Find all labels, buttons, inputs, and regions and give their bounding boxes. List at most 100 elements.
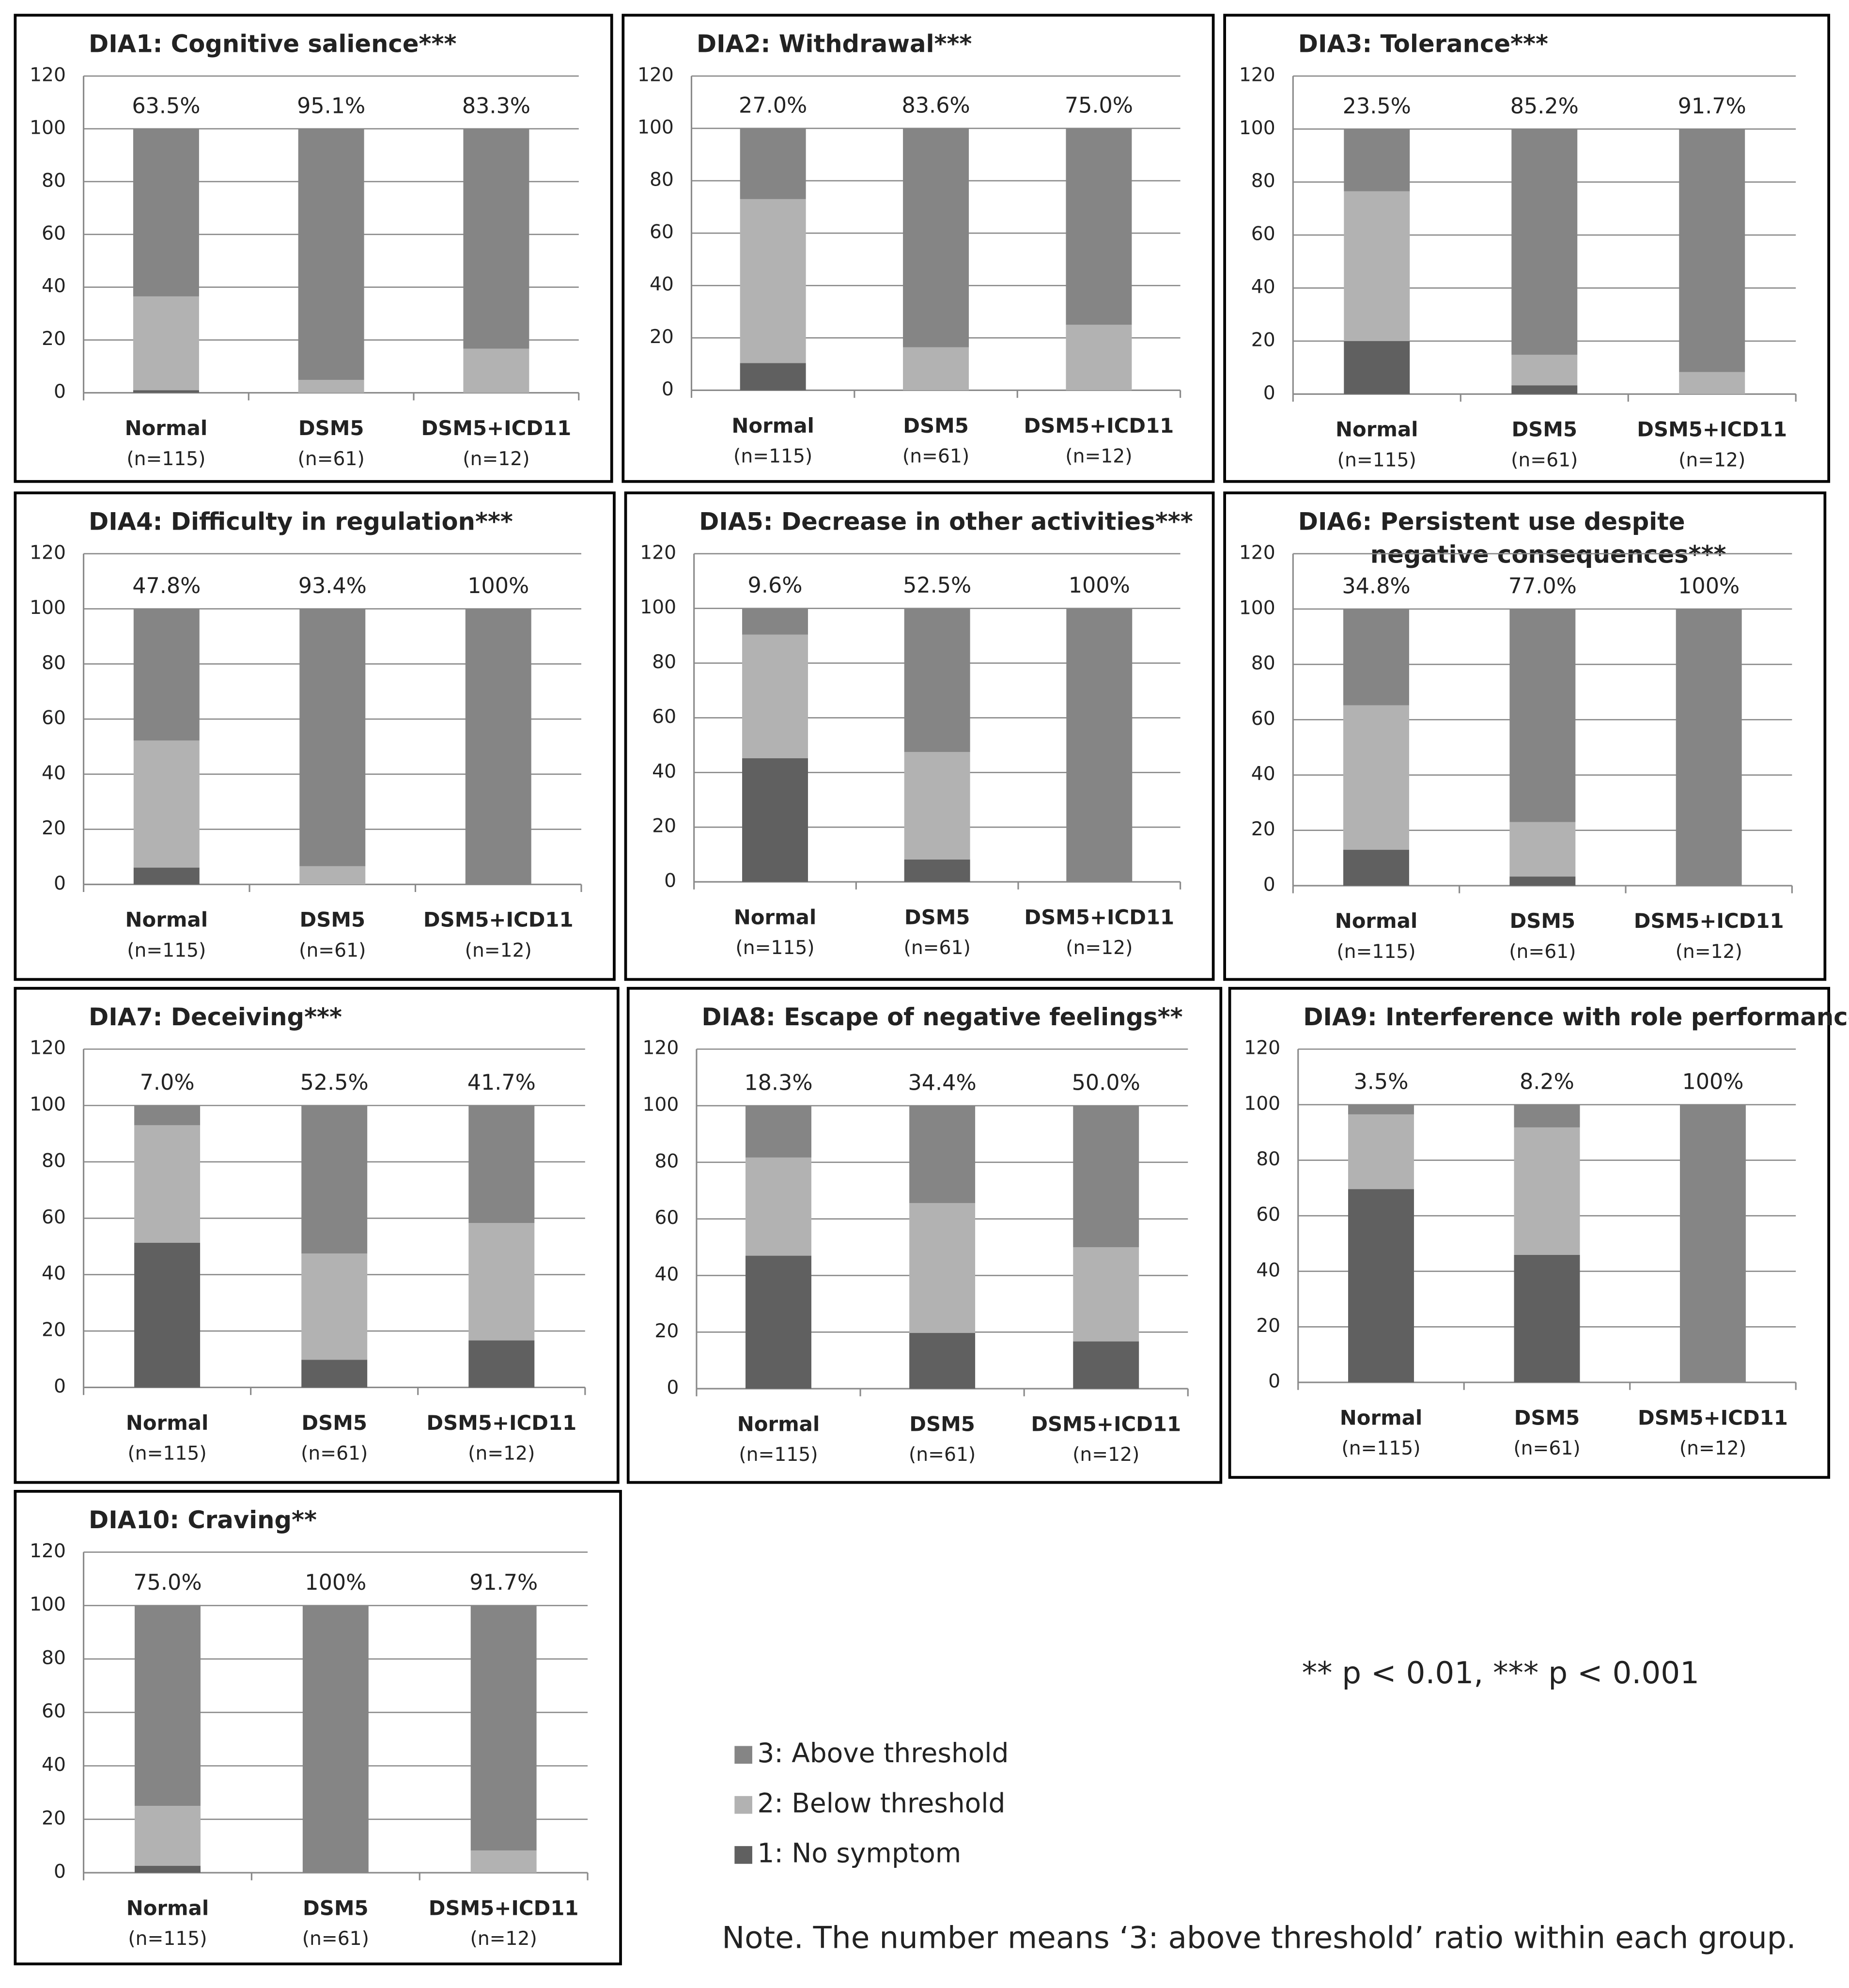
value-label: 83.6% — [901, 94, 970, 118]
value-label: 47.8% — [132, 574, 201, 598]
y-tick-label: 100 — [640, 596, 676, 618]
bar-segment — [299, 866, 366, 885]
bar-segment — [909, 1106, 976, 1203]
bar-segment — [1509, 822, 1576, 877]
x-tick-label: DSM5+ICD11 — [1637, 418, 1787, 441]
y-tick-label: 0 — [1263, 382, 1275, 404]
value-label: 18.3% — [744, 1071, 812, 1096]
value-label: 100% — [467, 574, 529, 598]
legend-label: 2: Below threshold — [757, 1787, 1005, 1818]
bar-segment — [746, 1255, 811, 1389]
x-tick-label: DSM5 — [1511, 418, 1577, 441]
value-label: 91.7% — [469, 1570, 538, 1595]
group-size-label: (n=61) — [299, 939, 366, 961]
value-label: 77.0% — [1508, 574, 1577, 599]
bar-segment — [1679, 1104, 1746, 1383]
x-tick-label: DSM5 — [301, 1411, 367, 1435]
panel-frame — [14, 986, 620, 1484]
y-tick-label: 0 — [1268, 1371, 1280, 1393]
y-tick-label: 80 — [42, 652, 66, 674]
bar-segment — [1679, 129, 1745, 372]
y-tick-label: 120 — [1239, 64, 1275, 86]
x-tick-label: Normal — [1335, 909, 1418, 933]
value-label: 41.7% — [467, 1070, 536, 1095]
y-tick-label: 40 — [1256, 1259, 1280, 1281]
group-size-label: (n=61) — [302, 1928, 369, 1950]
y-tick-label: 100 — [1239, 597, 1275, 619]
value-label: 95.1% — [297, 94, 365, 118]
value-label: 75.0% — [133, 1570, 202, 1595]
y-tick-label: 20 — [42, 1319, 66, 1341]
bar-segment — [742, 634, 808, 758]
value-label: 3.5% — [1354, 1069, 1409, 1094]
bar-segment — [1514, 1254, 1580, 1383]
y-tick-label: 0 — [54, 381, 66, 403]
group-size-label: (n=12) — [465, 939, 532, 961]
x-tick-label: DSM5 — [903, 414, 969, 438]
bar-segment — [909, 1203, 976, 1333]
legend-label: 1: No symptom — [757, 1838, 961, 1869]
bar-segment — [1679, 372, 1745, 394]
y-tick-label: 0 — [54, 873, 66, 894]
y-tick-label: 60 — [42, 1206, 66, 1228]
value-label: 93.4% — [298, 574, 367, 598]
y-tick-label: 60 — [1251, 223, 1275, 245]
x-tick-label: DSM5 — [1514, 1406, 1580, 1429]
y-tick-label: 120 — [30, 64, 66, 86]
bar-segment — [470, 1605, 537, 1851]
group-size-label: (n=61) — [1509, 941, 1576, 963]
x-tick-label: Normal — [1336, 418, 1418, 441]
group-size-label: (n=115) — [1341, 1438, 1420, 1459]
y-tick-label: 80 — [42, 1647, 66, 1669]
bar-segment — [1511, 385, 1578, 394]
group-size-label: (n=115) — [128, 1443, 207, 1465]
group-size-label: (n=115) — [126, 448, 205, 470]
note: Note. The number means ‘3: above thresho… — [722, 1920, 1796, 1956]
bar-segment — [1509, 877, 1576, 886]
y-tick-label: 20 — [1251, 818, 1275, 840]
panel-frame — [626, 986, 1223, 1484]
bar-segment — [133, 128, 199, 297]
x-tick-label: Normal — [126, 1896, 209, 1920]
y-tick-label: 120 — [637, 64, 674, 86]
panel-frame — [624, 491, 1215, 981]
chart-title: DIA8: Escape of negative feelings** — [701, 1003, 1182, 1031]
x-tick-label: DSM5 — [1510, 909, 1576, 933]
group-size-label: (n=12) — [1676, 941, 1742, 963]
y-tick-label: 60 — [42, 707, 66, 729]
bar-segment — [746, 1106, 811, 1158]
bar-segment — [133, 609, 200, 741]
y-tick-label: 0 — [664, 870, 676, 892]
x-tick-label: Normal — [126, 1411, 209, 1435]
value-label: 91.7% — [1678, 94, 1746, 119]
y-tick-label: 0 — [54, 1376, 66, 1397]
bar-segment — [134, 1242, 201, 1388]
x-tick-label: DSM5 — [303, 1896, 369, 1920]
value-label: 83.3% — [462, 94, 530, 118]
legend-swatch — [734, 1846, 752, 1864]
group-size-label: (n=12) — [1066, 937, 1133, 959]
y-tick-label: 40 — [1251, 763, 1275, 785]
bar-segment — [133, 740, 200, 868]
y-tick-label: 100 — [637, 116, 674, 138]
bar-segment — [1509, 609, 1576, 822]
panel-frame — [622, 14, 1215, 483]
bar-segment — [301, 1253, 368, 1360]
value-label: 75.0% — [1065, 94, 1133, 118]
bar-segment — [134, 1105, 201, 1126]
bar-segment — [133, 296, 199, 391]
group-size-label: (n=115) — [735, 937, 814, 959]
bar-segment — [1348, 1104, 1414, 1114]
panel-frame — [14, 14, 613, 483]
y-tick-label: 20 — [42, 817, 66, 839]
y-tick-label: 100 — [30, 1594, 66, 1615]
x-tick-label: Normal — [125, 416, 208, 440]
group-size-label: (n=61) — [904, 937, 971, 959]
chart-title: DIA7: Deceiving*** — [89, 1003, 342, 1031]
bar-segment — [1073, 1247, 1139, 1342]
chart-title: DIA10: Craving** — [89, 1506, 317, 1534]
value-label: 50.0% — [1072, 1071, 1140, 1096]
y-tick-label: 20 — [1256, 1315, 1280, 1337]
y-tick-label: 40 — [42, 275, 66, 297]
